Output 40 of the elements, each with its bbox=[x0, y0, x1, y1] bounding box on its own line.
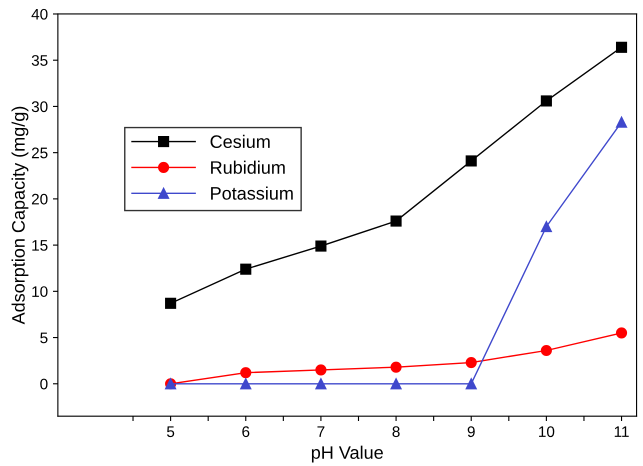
y-tick-label: 30 bbox=[32, 101, 48, 112]
x-tick-label: 11 bbox=[614, 426, 629, 437]
x-tick-label: 9 bbox=[468, 426, 475, 438]
x-tick-label: 10 bbox=[539, 426, 554, 438]
point bbox=[315, 364, 326, 376]
point bbox=[466, 155, 477, 167]
point bbox=[240, 367, 252, 378]
point bbox=[540, 95, 552, 106]
x-tick-label: 5 bbox=[166, 426, 174, 438]
point bbox=[540, 344, 552, 356]
point bbox=[240, 264, 252, 275]
x-tick-label: 8 bbox=[392, 426, 400, 438]
point bbox=[616, 42, 628, 53]
point bbox=[466, 378, 477, 390]
y-tick-label: 5 bbox=[40, 332, 48, 344]
point bbox=[616, 327, 628, 338]
point bbox=[390, 216, 402, 227]
y-tick-label: 15 bbox=[32, 240, 48, 251]
point bbox=[540, 221, 552, 232]
y-tick-label: 25 bbox=[32, 148, 48, 158]
x-tick-label: 7 bbox=[317, 426, 324, 437]
y-tick-label: 20 bbox=[32, 194, 48, 205]
legend-label: Rubidium bbox=[211, 160, 285, 174]
y-tick-label: 10 bbox=[32, 286, 48, 298]
x-axis-title: pH Value bbox=[312, 446, 383, 462]
point bbox=[315, 378, 326, 390]
point bbox=[165, 298, 176, 309]
y-tick-label: 35 bbox=[32, 55, 48, 66]
legend-label: Potassium bbox=[211, 186, 293, 200]
point bbox=[315, 240, 326, 252]
point bbox=[466, 356, 477, 368]
y-tick-label: 0 bbox=[40, 378, 48, 390]
x-tick-label: 6 bbox=[242, 426, 250, 438]
legend-label: Cesium bbox=[210, 134, 270, 148]
y-axis-title: Adsorption Capacity (mg/g) bbox=[12, 106, 28, 324]
point bbox=[390, 378, 402, 390]
y-tick-label: 40 bbox=[32, 8, 48, 20]
point bbox=[240, 378, 252, 390]
point bbox=[616, 116, 628, 128]
point bbox=[390, 362, 402, 373]
